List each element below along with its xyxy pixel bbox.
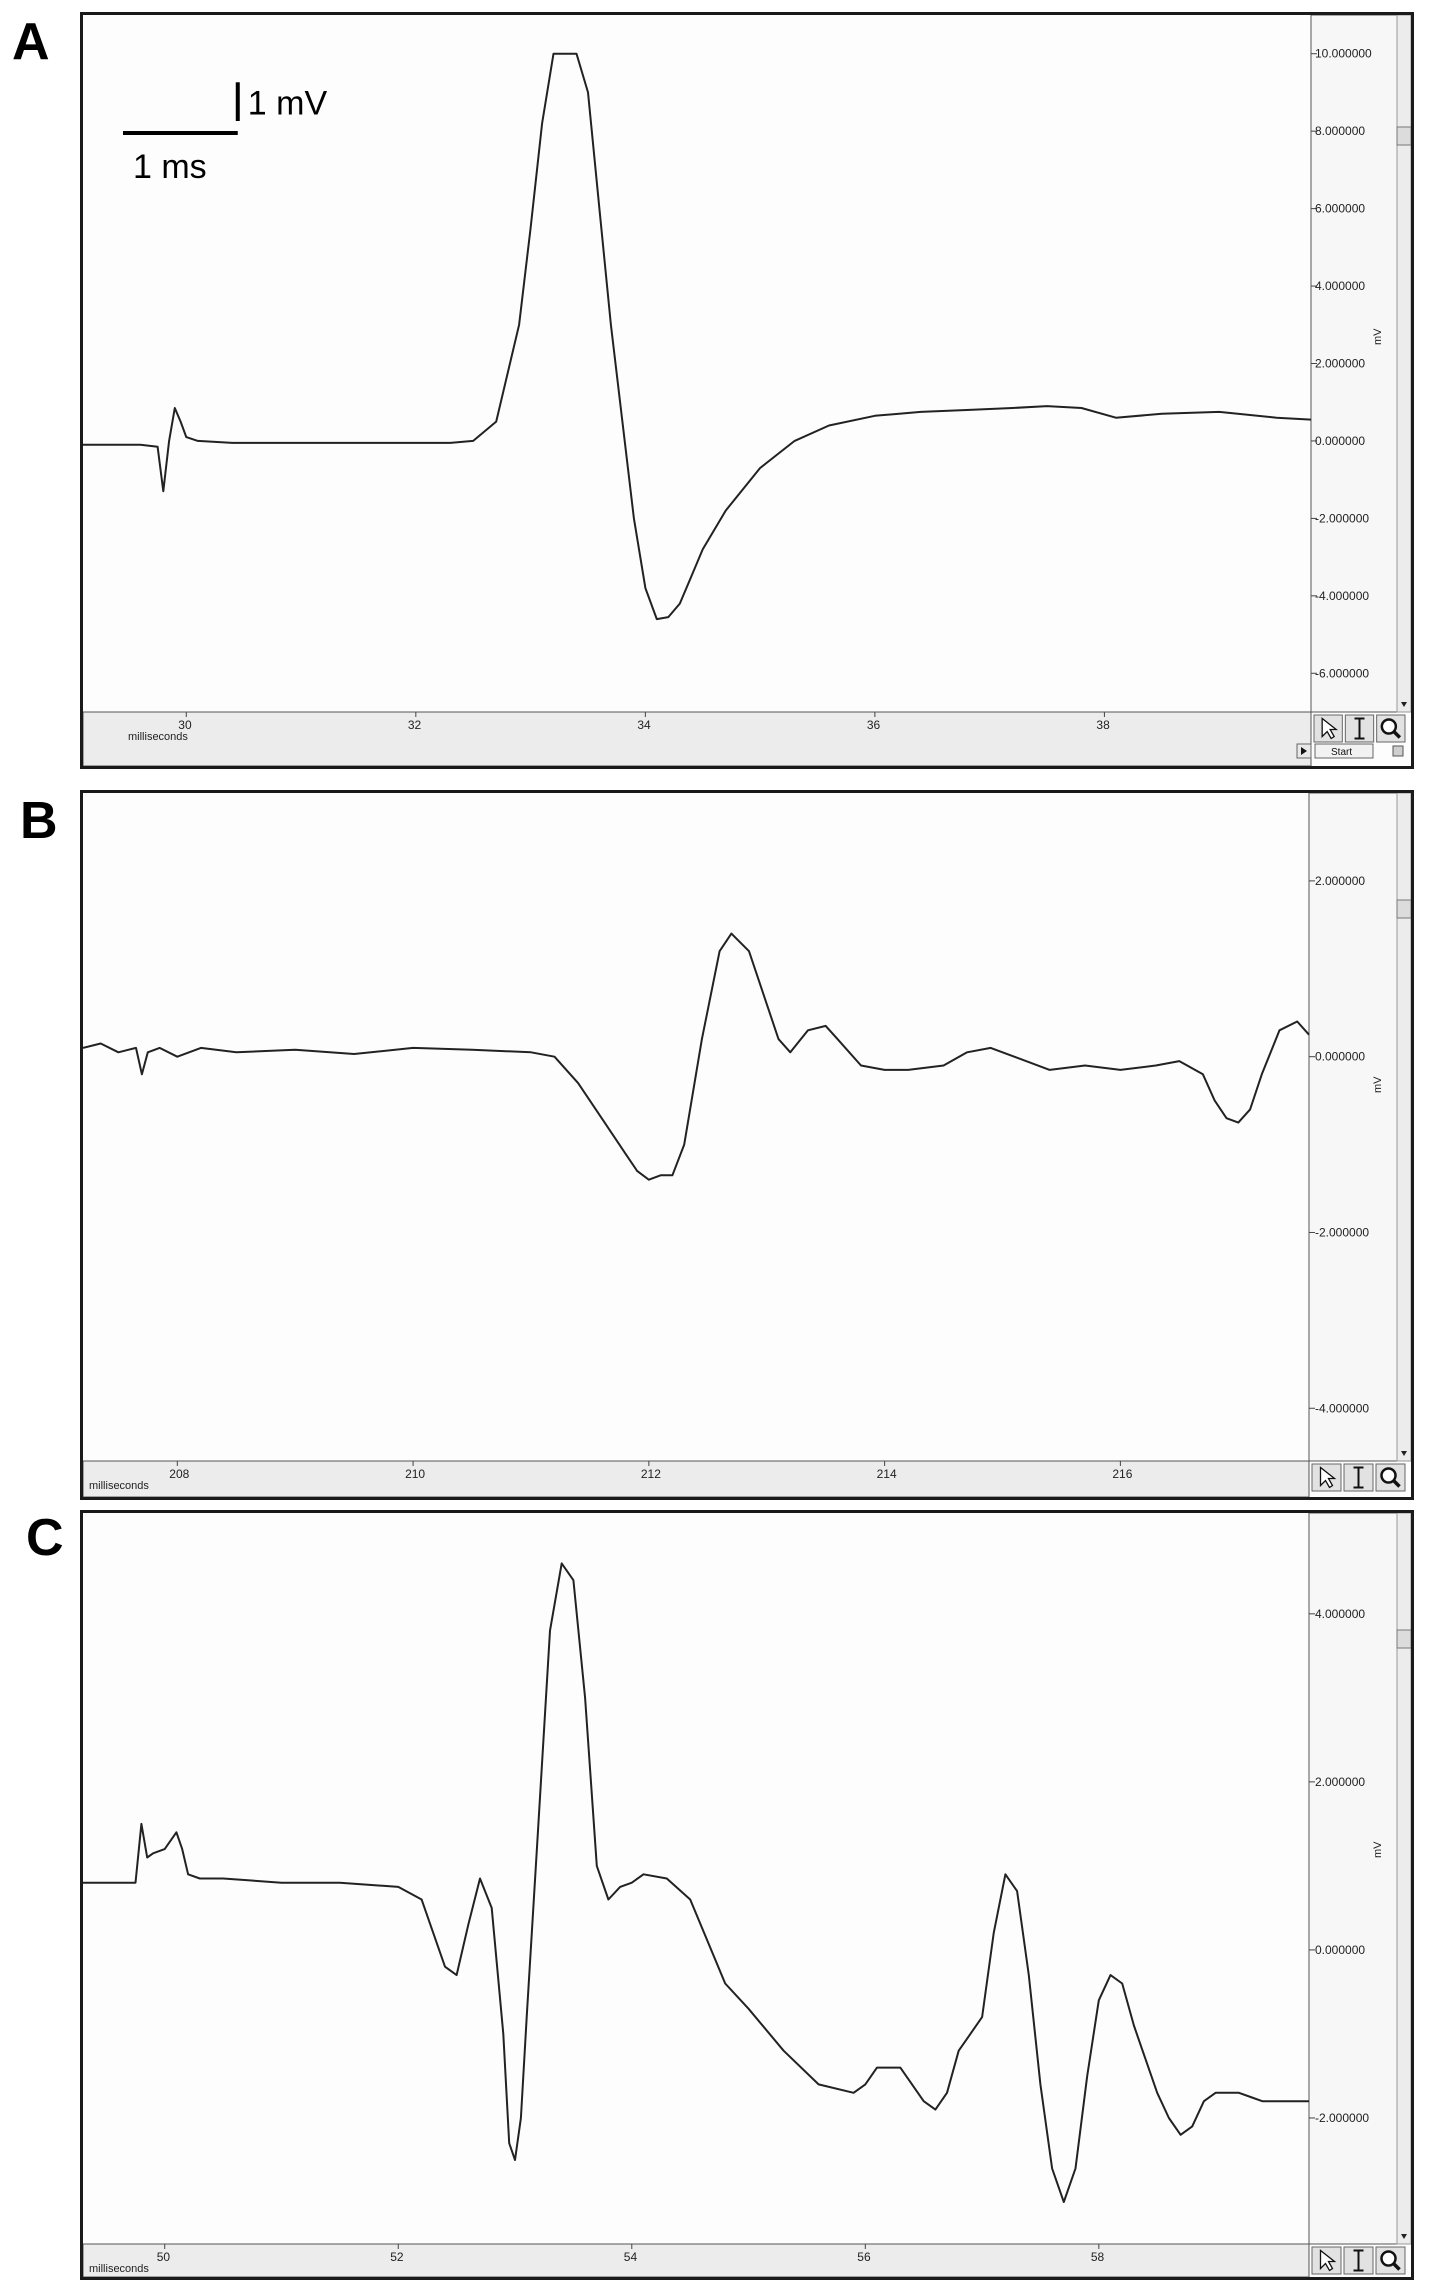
magnifier-lens — [1380, 718, 1398, 735]
x-tick-label: 210 — [405, 1467, 425, 1481]
y-tick-label: 2.000000 — [1315, 1775, 1365, 1789]
x-tick-label: 54 — [624, 2250, 638, 2264]
magnifier-handle — [1392, 730, 1402, 739]
y-tick-label: 4.000000 — [1315, 279, 1365, 293]
panel-c-letter: C — [26, 1509, 64, 1567]
scroll-down-arrow-icon[interactable] — [1401, 1451, 1407, 1456]
chart-a-svg: 10.000000 8.000000 6.000000 4.000000 2.00000… — [83, 15, 1411, 766]
scrollbar-track[interactable] — [1396, 1513, 1411, 2245]
magnifier-handle — [1392, 1479, 1401, 1488]
signal-trace — [83, 1562, 1309, 2203]
text-cursor-icon — [1353, 1466, 1364, 1489]
pointer-icon — [1319, 1466, 1337, 1489]
panel-b-letter: B — [20, 792, 58, 850]
x-axis-unit-label: milliseconds — [128, 731, 188, 743]
magnifier-icon — [1380, 1467, 1401, 1488]
panel-a-letter: A — [12, 13, 50, 71]
x-tick-label: 212 — [641, 1467, 661, 1481]
scroll-down-arrow-icon[interactable] — [1401, 702, 1407, 707]
pointer-icon — [1321, 717, 1339, 740]
y-tick-label: -6.000000 — [1315, 666, 1369, 680]
x-tick-label: 58 — [1091, 2250, 1105, 2264]
x-tick-label: 36 — [867, 718, 881, 732]
y-axis-strip — [1310, 15, 1411, 713]
y-tick-label: -2.000000 — [1315, 511, 1369, 525]
y-tick-label: -2.000000 — [1315, 2111, 1369, 2125]
y-tick-label: -2.000000 — [1315, 1225, 1369, 1239]
chart-c-svg: 4.000000 2.000000 0.000000 -2.000000 mV 50 52 5… — [83, 1513, 1411, 2277]
pointer-icon — [1319, 2249, 1337, 2272]
time-scale-label: 1 ms — [133, 148, 207, 186]
text-cursor-icon — [1354, 717, 1365, 740]
start-button[interactable] — [1314, 743, 1374, 759]
start-button-label: Start — [1331, 747, 1352, 758]
magnifier-handle — [1392, 2262, 1401, 2271]
y-tick-label: 0.000000 — [1315, 1050, 1365, 1064]
magnifier-icon — [1380, 2250, 1401, 2271]
panel-b-chart: 2.000000 0.000000 -2.000000 -4.000000 mV 208 2… — [80, 790, 1414, 1500]
voltage-scale-label: 1 mV — [248, 84, 328, 122]
signal-trace — [83, 932, 1310, 1181]
signal-trace — [83, 52, 1312, 621]
x-tick-label: 216 — [1112, 1467, 1132, 1481]
y-tick-label: 4.000000 — [1315, 1607, 1365, 1621]
chart-b-svg: 2.000000 0.000000 -2.000000 -4.000000 mV 208 2… — [83, 793, 1411, 1497]
y-tick-label: 10.000000 — [1315, 47, 1372, 61]
scrollbar-track[interactable] — [1396, 793, 1411, 1462]
y-tick-label: -4.000000 — [1315, 1401, 1369, 1415]
x-tick-label: 56 — [857, 2250, 871, 2264]
magnifier-lens — [1380, 2250, 1397, 2267]
play-icon — [1301, 747, 1307, 755]
y-tick-label: 0.000000 — [1315, 1943, 1365, 1957]
x-axis-unit-label: milliseconds — [89, 1480, 149, 1492]
x-tick-label: 214 — [877, 1467, 897, 1481]
y-axis-unit-label: mV — [1372, 328, 1384, 345]
x-axis-strip — [83, 2243, 1310, 2277]
y-tick-label: 8.000000 — [1315, 124, 1365, 138]
x-tick-label: 34 — [637, 718, 651, 732]
y-tick-label: 2.000000 — [1315, 874, 1365, 888]
panel-c-chart: 4.000000 2.000000 0.000000 -2.000000 mV 50 52 5… — [80, 1510, 1414, 2280]
x-tick-label: 32 — [408, 718, 422, 732]
y-tick-label: 6.000000 — [1315, 202, 1365, 216]
scrollbar-thumb[interactable] — [1396, 126, 1411, 146]
y-axis-strip — [1308, 793, 1411, 1462]
y-tick-label: 2.000000 — [1315, 357, 1365, 371]
x-tick-label: 30 — [178, 718, 192, 732]
y-tick-label: 0.000000 — [1315, 434, 1365, 448]
magnifier-icon — [1380, 718, 1402, 739]
scroll-down-arrow-icon[interactable] — [1401, 2234, 1407, 2239]
scrollbar-thumb[interactable] — [1396, 1629, 1411, 1649]
x-tick-label: 38 — [1096, 718, 1110, 732]
text-cursor-icon — [1353, 2249, 1364, 2272]
x-axis-strip — [83, 1460, 1310, 1497]
y-axis-unit-label: mV — [1372, 1841, 1384, 1858]
x-tick-label: 50 — [157, 2250, 171, 2264]
settings-icon[interactable] — [1392, 745, 1404, 757]
y-tick-label: -4.000000 — [1315, 589, 1369, 603]
magnifier-lens — [1380, 1467, 1397, 1484]
y-axis-strip — [1308, 1513, 1411, 2245]
panel-a-chart: 10.000000 8.000000 6.000000 4.000000 2.00000… — [80, 12, 1414, 769]
x-tick-label: 52 — [390, 2250, 404, 2264]
x-axis-unit-label: milliseconds — [89, 2263, 149, 2275]
scrollbar-track[interactable] — [1396, 15, 1411, 713]
y-axis-unit-label: mV — [1372, 1076, 1384, 1093]
scrollbar-thumb[interactable] — [1396, 899, 1411, 919]
x-axis-strip — [83, 711, 1312, 766]
x-tick-label: 208 — [169, 1467, 189, 1481]
